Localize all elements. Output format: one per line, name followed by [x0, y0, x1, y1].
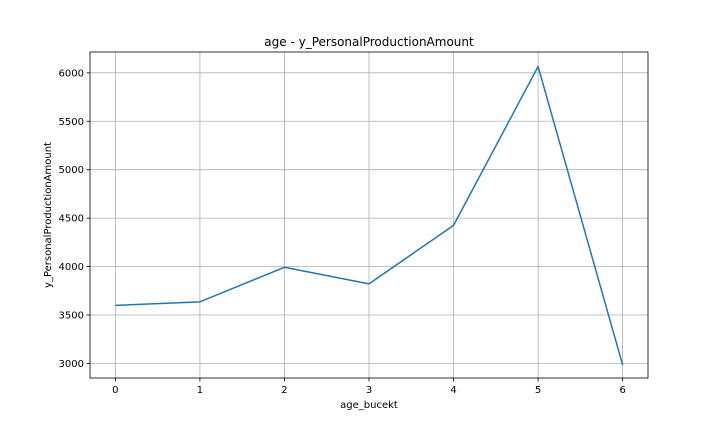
y-tick-label: 5500 — [59, 117, 84, 128]
y-tick-label: 6000 — [59, 68, 84, 79]
x-tick-label: 3 — [366, 385, 372, 396]
y-tick-label: 5000 — [59, 165, 84, 176]
y-tick-label: 3500 — [59, 311, 84, 322]
grid-lines — [90, 52, 648, 378]
x-tick-label: 2 — [281, 385, 287, 396]
y-tick-label: 4000 — [59, 262, 84, 273]
x-tick-label: 4 — [450, 385, 456, 396]
y-axis-label: y_PersonalProductionAmount — [43, 142, 54, 288]
y-tick-label: 4500 — [59, 214, 84, 225]
x-tick-label: 0 — [112, 385, 118, 396]
x-tick-label: 5 — [535, 385, 541, 396]
series-layer — [115, 65, 624, 366]
axis-ticks: 0 1 2 3 4 5 6 3000 3500 4000 4500 5000 5500 6000 — [59, 68, 626, 396]
y-tick-label: 3000 — [59, 359, 84, 370]
chart-title: age - y_PersonalProductionAmount — [264, 35, 474, 49]
x-axis-label: age_bucekt — [340, 400, 398, 411]
x-tick-label: 1 — [197, 385, 203, 396]
x-tick-label: 6 — [619, 385, 625, 396]
